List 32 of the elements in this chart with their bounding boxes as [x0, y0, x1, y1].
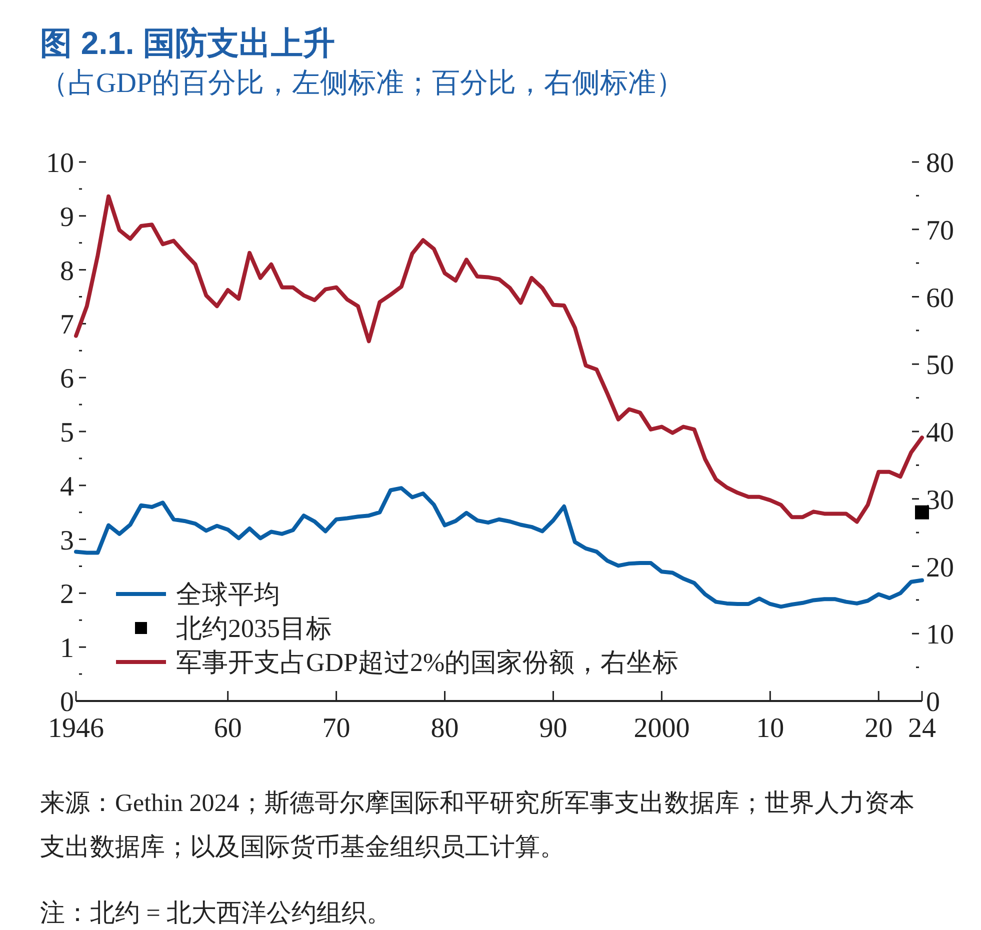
y-tick-label: 6	[60, 364, 74, 395]
y-tick-label: 5	[60, 418, 74, 448]
y-tick-label: 9	[60, 202, 74, 233]
x-tick-label: 90	[539, 713, 568, 744]
y2-tick-label: 60	[926, 282, 954, 314]
chart-title: 图 2.1. 国防支出上升	[40, 24, 336, 63]
text: 注：北约 = 北大西洋公约组织。	[40, 899, 393, 929]
x-tick-label: 2000	[634, 713, 690, 744]
y-tick-label: 1	[60, 633, 74, 664]
legend-label: 北约2035目标	[176, 614, 332, 643]
y-tick-label: 4	[60, 471, 74, 502]
y-tick-label: 7	[60, 310, 74, 341]
y-tick-label: 8	[60, 256, 74, 287]
y2-tick-label: 40	[926, 418, 954, 448]
x-tick-label: 70	[322, 713, 350, 744]
chart-subtitle: （占GDP的百分比，左侧标准；百分比，右侧标准）	[40, 67, 684, 101]
y2-tick-label: 10	[926, 620, 954, 651]
y2-tick-label: 50	[926, 350, 954, 382]
x-tick-label: 80	[430, 713, 459, 744]
x-tick-label: 20	[864, 713, 893, 744]
y2-tick-label: 20	[926, 552, 954, 584]
y-tick-label: 10	[46, 148, 74, 179]
y-tick-label: 3	[60, 525, 74, 556]
y2-tick-label: 70	[926, 215, 954, 246]
x-tick-label: 10	[756, 713, 784, 744]
y2-tick-label: 80	[926, 148, 954, 179]
y-tick-label: 2	[60, 579, 74, 610]
x-tick-label: 60	[214, 713, 242, 744]
source-note: 来源：Gethin 2024；斯德哥尔摩国际和平研究所军事支出数据库；世界人力资本支出数据库；以及国际货币基金组织员工计算。	[40, 789, 916, 863]
legend-label: 全球平均	[176, 580, 280, 609]
legend-label: 军事开支占GDP超过2%的国家份额，右坐标	[176, 648, 679, 677]
y2-tick-label: 30	[926, 484, 954, 516]
